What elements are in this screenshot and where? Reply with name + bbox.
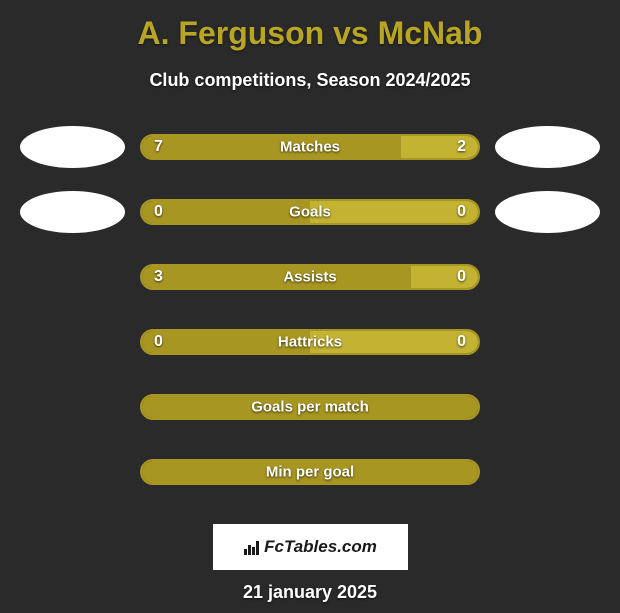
- stat-value-right: 0: [457, 333, 466, 351]
- stat-label: Hattricks: [278, 334, 342, 351]
- photo-spacer: [495, 386, 600, 428]
- page-title: A. Ferguson vs McNab: [138, 15, 483, 52]
- photo-spacer: [20, 451, 125, 493]
- stat-bar: 7 2 Matches: [140, 134, 480, 160]
- stat-value-right: 0: [457, 268, 466, 286]
- footer-logo: FcTables.com: [213, 524, 408, 570]
- stats-rows: 7 2 Matches 0 0 Goals 3 0 Assists 0 0 Hattricks Goal…: [0, 126, 620, 516]
- stat-bar: 0 0 Goals: [140, 199, 480, 225]
- footer-logo-text: FcTables.com: [243, 537, 377, 557]
- player-photo-left: [20, 126, 125, 168]
- stat-row: Min per goal: [0, 451, 620, 493]
- photo-spacer: [495, 321, 600, 363]
- stat-row: 0 0 Hattricks: [0, 321, 620, 363]
- stat-label: Goals per match: [251, 399, 369, 416]
- stat-row: Goals per match: [0, 386, 620, 428]
- comparison-chart: A. Ferguson vs McNab Club competitions, …: [0, 0, 620, 613]
- stat-label: Goals: [289, 204, 331, 221]
- stat-bar: 3 0 Assists: [140, 264, 480, 290]
- stat-value-left: 0: [154, 203, 163, 221]
- player-photo-left: [20, 191, 125, 233]
- stat-row: 0 0 Goals: [0, 191, 620, 233]
- photo-spacer: [495, 256, 600, 298]
- stat-bar-right: 0: [411, 266, 478, 288]
- stat-bar: Goals per match: [140, 394, 480, 420]
- stat-row: 3 0 Assists: [0, 256, 620, 298]
- photo-spacer: [20, 386, 125, 428]
- player-photo-right: [495, 126, 600, 168]
- stat-label: Min per goal: [266, 464, 354, 481]
- date-text: 21 january 2025: [243, 582, 377, 603]
- stat-bar-right: 0: [310, 201, 478, 223]
- stat-bar-right: 2: [401, 136, 478, 158]
- stat-bar-left: 3: [142, 266, 411, 288]
- stat-value-left: 0: [154, 333, 163, 351]
- stat-bar-left: 0: [142, 201, 310, 223]
- chart-icon: [243, 538, 261, 556]
- stat-bar: 0 0 Hattricks: [140, 329, 480, 355]
- stat-bar: Min per goal: [140, 459, 480, 485]
- photo-spacer: [20, 321, 125, 363]
- photo-spacer: [495, 451, 600, 493]
- logo-label: FcTables.com: [264, 537, 377, 557]
- stat-value-right: 0: [457, 203, 466, 221]
- stat-value-left: 3: [154, 268, 163, 286]
- stat-label: Matches: [280, 139, 340, 156]
- photo-spacer: [20, 256, 125, 298]
- page-subtitle: Club competitions, Season 2024/2025: [149, 70, 470, 91]
- stat-value-right: 2: [457, 138, 466, 156]
- stat-value-left: 7: [154, 138, 163, 156]
- stat-label: Assists: [283, 269, 336, 286]
- stat-row: 7 2 Matches: [0, 126, 620, 168]
- stat-bar-left: 7: [142, 136, 401, 158]
- player-photo-right: [495, 191, 600, 233]
